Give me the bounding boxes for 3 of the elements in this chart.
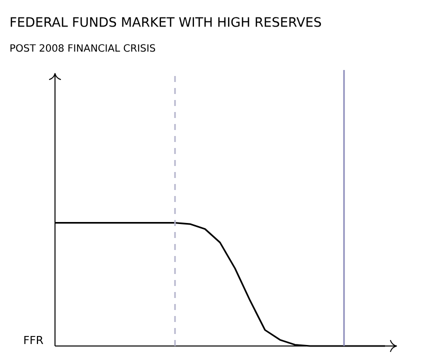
chart-title: FEDERAL FUNDS MARKET WITH HIGH RESERVES [10,17,321,27]
chart-subtitle: POST 2008 FINANCIAL CRISIS [10,44,156,52]
y-axis-title: FFR [24,336,44,344]
